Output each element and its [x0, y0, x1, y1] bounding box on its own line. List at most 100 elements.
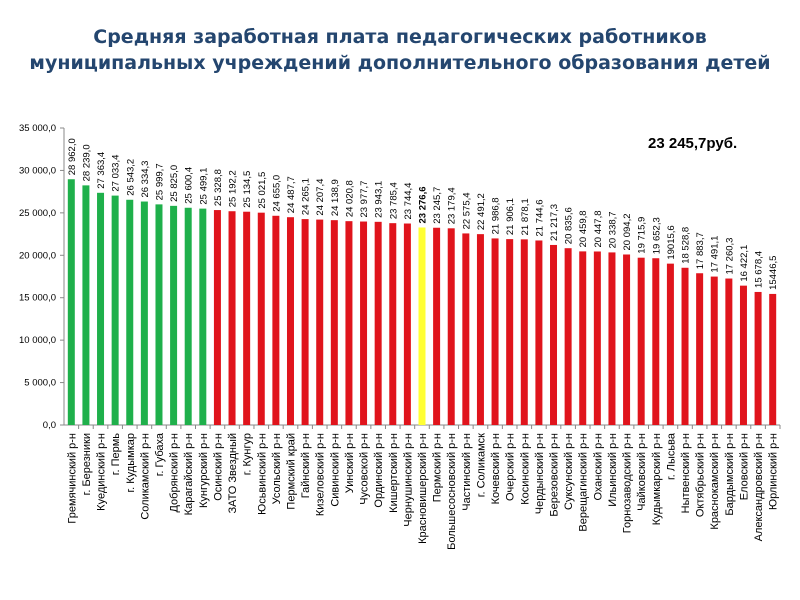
category-label: Ильинский р-н	[607, 433, 619, 507]
category-label: Соликамский р-н	[139, 433, 151, 520]
data-label: 27 363,4	[96, 152, 107, 189]
data-label: 28 239,0	[81, 144, 92, 181]
data-label: 17 491,1	[710, 236, 721, 273]
bar	[666, 263, 674, 425]
bar	[491, 238, 499, 425]
bar	[360, 221, 368, 425]
data-label: 25 999,7	[154, 163, 165, 200]
category-label: Верещагинский р-н	[578, 433, 590, 532]
category-label: г. Соликамск	[475, 433, 487, 497]
data-label: 24 020,8	[344, 180, 355, 217]
category-label: Гремячинский р-н	[66, 433, 78, 524]
data-label: 15446,5	[768, 256, 779, 290]
data-label: 19 652,3	[651, 217, 662, 254]
bar	[681, 267, 689, 425]
data-label: 21 878,1	[520, 198, 531, 235]
data-label: 24 655,0	[271, 175, 282, 212]
category-label: Кишертский р-н	[388, 433, 400, 513]
bar	[213, 210, 221, 425]
bar	[82, 185, 90, 425]
bar	[184, 207, 192, 425]
category-label: Усольский р-н	[271, 433, 283, 504]
bar	[155, 204, 163, 425]
bar	[652, 258, 660, 425]
category-label: Уинский р-н	[344, 433, 356, 493]
category-label: Добрянский р-н	[169, 433, 181, 513]
data-label: 24 207,4	[315, 179, 326, 216]
data-label: 17 883,7	[695, 232, 706, 269]
data-label: 25 134,5	[242, 171, 253, 208]
category-label: Гайнский р-н	[300, 433, 312, 498]
y-tick-label: 15 000,0	[19, 293, 56, 304]
bar	[550, 244, 558, 425]
y-tick-label: 35 000,0	[19, 123, 56, 134]
bar	[696, 273, 704, 425]
chart-title-line-2: муниципальных учреждений дополнительного…	[29, 52, 771, 74]
bar	[637, 257, 645, 425]
data-label: 25 825,0	[169, 165, 180, 202]
bar	[272, 215, 280, 425]
data-label: 23 977,7	[359, 181, 370, 218]
data-label: 27 033,4	[111, 155, 122, 192]
data-label: 28 962,0	[67, 138, 78, 175]
data-label: 23 179,4	[447, 187, 458, 224]
bar	[228, 211, 236, 425]
y-tick-label: 20 000,0	[19, 250, 56, 261]
bar	[140, 201, 148, 425]
bar	[111, 195, 119, 425]
data-label: 24 138,9	[330, 179, 341, 216]
category-label: Сивинский р-н	[329, 433, 341, 507]
data-label: 17 260,3	[724, 238, 735, 275]
category-label: Частинский р-н	[461, 433, 473, 511]
bar	[739, 285, 747, 425]
category-label: Октябрьский р-н	[695, 433, 707, 517]
bar	[623, 254, 631, 425]
bar	[316, 219, 324, 425]
bar	[418, 227, 426, 425]
category-label: Нытвенский р-н	[680, 433, 692, 513]
data-label: 19015,6	[666, 225, 677, 259]
category-label: г. Кудымкар	[125, 433, 137, 493]
data-label: 23 245,7	[432, 187, 443, 224]
bar	[579, 251, 587, 425]
category-label: Бардымский р-н	[724, 433, 736, 516]
category-label: г. Пермь	[110, 433, 122, 475]
data-label: 23 276,6	[418, 186, 429, 223]
bar	[67, 179, 75, 425]
data-label: 15 678,4	[754, 251, 765, 288]
category-label: Ординский р-н	[373, 433, 385, 508]
bar	[170, 205, 178, 425]
chart-title-line-1: Средняя заработная плата педагогических …	[93, 26, 707, 48]
y-tick-label: 30 000,0	[19, 165, 56, 176]
data-label: 25 499,1	[198, 168, 209, 205]
data-label: 20 835,6	[564, 207, 575, 244]
data-label: 20 094,2	[622, 214, 633, 251]
bar	[447, 228, 455, 425]
category-label: Юрлинский р-н	[768, 433, 780, 510]
category-label: Александровский р-н	[753, 433, 765, 541]
data-label: 20 338,7	[607, 211, 618, 248]
data-label: 21 906,1	[505, 198, 516, 235]
category-label: Юсьвинский р-н	[256, 433, 268, 515]
bar	[301, 219, 309, 425]
bar	[520, 239, 528, 425]
category-label: Оханский р-н	[592, 433, 604, 501]
bar	[710, 276, 718, 425]
y-tick-label: 5 000,0	[24, 378, 56, 389]
bar	[330, 220, 338, 425]
bar	[257, 212, 265, 425]
data-label: 25 192,2	[228, 170, 239, 207]
category-label: Осинский р-н	[212, 433, 224, 501]
category-label: Еловский р-н	[738, 433, 750, 500]
bar	[535, 240, 543, 425]
bar	[286, 217, 294, 425]
data-label: 23 785,4	[388, 182, 399, 219]
data-label: 23 943,1	[374, 181, 385, 218]
data-label: 19 715,9	[637, 217, 648, 254]
category-label: Чернушинский р-н	[402, 433, 414, 527]
category-label: Куединский р-н	[96, 433, 108, 511]
data-label: 20 459,8	[578, 210, 589, 247]
category-label: Чайковский р-н	[636, 433, 648, 511]
category-label: Чердынский р-н	[534, 433, 546, 514]
